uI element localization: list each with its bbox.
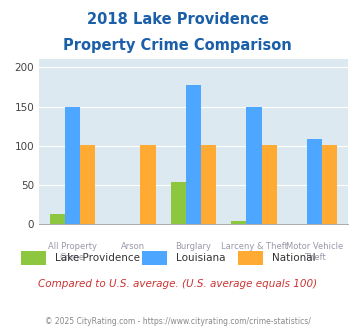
Bar	[141, 145, 155, 224]
Bar	[231, 221, 246, 224]
Bar	[80, 145, 95, 224]
Text: © 2025 CityRating.com - https://www.cityrating.com/crime-statistics/: © 2025 CityRating.com - https://www.city…	[45, 317, 310, 326]
Text: Property Crime Comparison: Property Crime Comparison	[63, 38, 292, 53]
Text: Lake Providence: Lake Providence	[55, 253, 140, 263]
Text: All Property
Crime: All Property Crime	[48, 242, 97, 262]
Text: 2018 Lake Providence: 2018 Lake Providence	[87, 12, 268, 26]
Text: Louisiana: Louisiana	[176, 253, 225, 263]
Bar	[201, 145, 216, 224]
Bar	[65, 107, 80, 224]
Bar	[21, 251, 46, 265]
Bar	[262, 145, 277, 224]
Bar	[307, 139, 322, 224]
Bar	[186, 85, 201, 224]
Text: Burglary: Burglary	[175, 242, 212, 251]
Text: Compared to U.S. average. (U.S. average equals 100): Compared to U.S. average. (U.S. average …	[38, 279, 317, 289]
Text: Motor Vehicle
Theft: Motor Vehicle Theft	[286, 242, 343, 262]
Bar	[238, 251, 263, 265]
Bar	[322, 145, 337, 224]
Bar	[50, 214, 65, 224]
Text: National: National	[272, 253, 315, 263]
Bar	[171, 182, 186, 224]
Bar	[246, 107, 262, 224]
Text: Arson: Arson	[121, 242, 145, 251]
Text: Larceny & Theft: Larceny & Theft	[220, 242, 288, 251]
Bar	[142, 251, 167, 265]
